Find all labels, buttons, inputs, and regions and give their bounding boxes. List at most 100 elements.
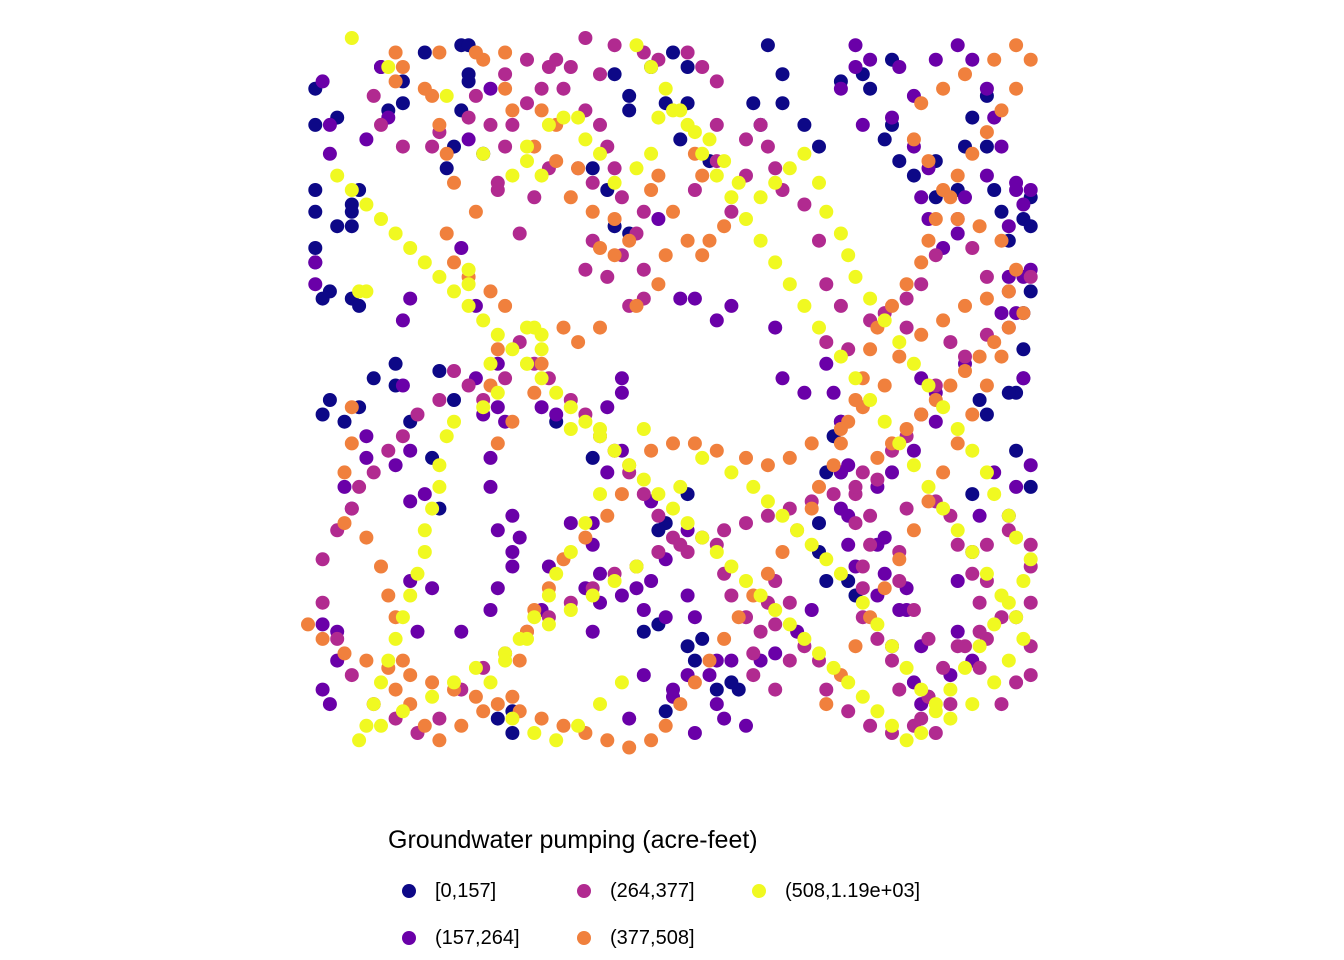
data-point-series-4-82 [461,298,476,313]
data-point-series-3-111 [950,168,965,183]
data-point-series-0-87 [1016,342,1031,357]
data-point-series-3-173 [877,581,892,596]
data-point-series-0-80 [994,204,1009,219]
data-point-series-3-83 [782,450,797,465]
data-point-series-3-61 [388,682,403,697]
data-point-series-3-77 [644,443,659,458]
data-point-series-1-63 [651,212,666,226]
data-point-series-1-152 [614,588,629,603]
data-point-series-4-168 [987,675,1002,690]
data-point-series-2-194 [826,487,841,502]
data-point-series-2-187 [673,537,688,552]
data-point-series-2-65 [899,320,914,335]
data-point-series-4-87 [388,226,403,241]
data-point-series-3-172 [892,552,907,567]
legend-key-dot [402,931,416,945]
data-point-series-4-193 [687,125,702,140]
data-point-series-1-160 [490,523,505,538]
data-point-series-2-1 [374,117,388,132]
data-point-series-1-8 [483,81,498,96]
data-point-series-3-45 [439,226,454,241]
data-point-series-4-69 [651,487,666,502]
data-point-series-0-92 [972,393,987,407]
data-point-series-3-122 [841,414,856,429]
data-point-series-4-47 [972,639,987,654]
data-point-series-3-126 [804,501,819,516]
data-point-series-3-134 [687,675,702,690]
data-point-series-3-53 [344,436,359,451]
data-point-series-1-65 [687,291,702,306]
data-point-series-1-54 [622,711,637,726]
data-point-series-4-142 [498,653,513,668]
data-point-series-1-19 [359,429,374,444]
data-point-series-4-181 [863,393,878,407]
data-point-series-1-121 [965,52,980,67]
data-point-series-4-185 [797,298,812,313]
data-point-series-1-20 [395,313,410,328]
data-point-series-4-49 [943,682,958,697]
data-point-series-3-88 [892,349,907,364]
data-point-series-1-26 [417,487,432,502]
data-point-series-0-70 [892,154,907,169]
data-point-series-1-91 [950,574,965,588]
data-point-series-2-167 [344,501,359,516]
data-point-series-1-130 [994,306,1009,321]
data-point-series-0-24 [461,74,476,89]
data-point-series-1-17 [388,458,403,473]
data-point-series-3-81 [739,450,753,465]
data-point-series-2-157 [498,371,513,386]
data-point-series-2-77 [943,335,958,350]
data-point-series-3-19 [607,212,622,226]
data-point-series-4-48 [958,660,972,675]
data-point-series-1-162 [483,479,498,494]
data-point-series-4-58 [812,646,826,661]
data-point-series-2-53 [753,117,768,132]
data-point-series-2-171 [330,631,345,646]
data-point-series-4-28 [833,226,848,241]
data-point-series-4-4 [505,168,520,183]
legend: Groundwater pumping (acre-feet) [0,157] (… [388,826,1028,956]
data-point-series-1-139 [841,537,856,552]
data-point-series-4-86 [403,241,418,255]
data-point-series-3-26 [702,233,717,248]
data-point-series-3-132 [717,631,732,646]
data-point-series-4-131 [629,559,644,574]
data-point-series-4-186 [782,277,797,292]
data-point-series-0-79 [987,183,1002,197]
data-point-series-1-149 [680,588,695,603]
data-point-series-3-44 [447,255,461,270]
data-point-series-3-145 [468,689,483,704]
data-point-series-3-136 [658,718,673,733]
data-point-series-4-136 [578,516,593,531]
data-point-series-3-141 [556,718,571,733]
data-point-series-4-189 [739,212,753,226]
data-point-series-2-166 [352,479,367,494]
data-point-series-2-39 [563,60,578,74]
legend-label: (264,377] [610,879,695,902]
data-point-series-1-127 [1016,197,1031,212]
legend-item: (264,377] [577,876,695,906]
data-point-series-1-18 [359,450,374,465]
data-point-series-3-12 [549,154,564,169]
data-point-series-3-18 [622,233,637,248]
data-point-series-4-76 [549,385,564,400]
data-point-series-0-18 [395,96,410,111]
data-point-series-3-112 [943,190,958,205]
data-point-series-3-175 [848,639,863,654]
data-point-series-4-75 [563,400,578,415]
data-point-series-2-129 [819,682,834,697]
data-point-series-2-73 [1023,269,1038,284]
data-point-series-3-30 [651,277,666,292]
data-point-series-1-154 [593,566,607,581]
data-point-series-1-58 [600,400,615,415]
data-point-series-2-71 [979,269,994,284]
data-point-series-4-163 [899,660,914,675]
data-point-series-4-178 [906,458,921,473]
legend-label: (377,508] [610,926,695,949]
data-point-series-0-59 [775,96,790,111]
data-point-series-2-140 [768,617,783,632]
data-point-series-1-114 [848,60,863,74]
data-point-series-3-103 [958,67,972,82]
data-point-series-1-98 [1016,371,1031,386]
data-point-series-4-155 [775,508,790,523]
